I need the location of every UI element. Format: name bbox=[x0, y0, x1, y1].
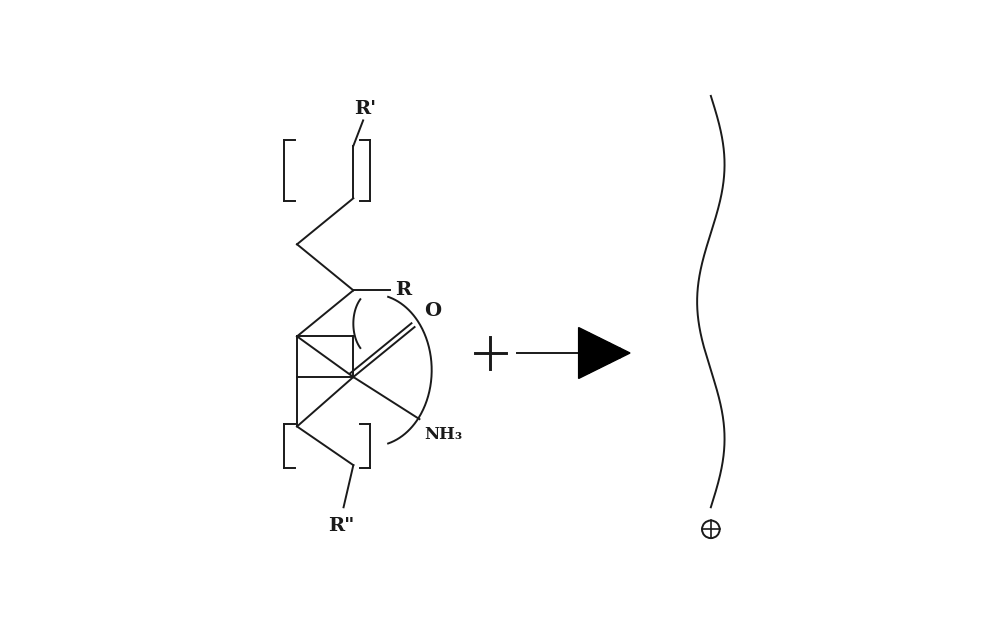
Polygon shape bbox=[579, 328, 589, 378]
Polygon shape bbox=[599, 338, 609, 368]
Text: R: R bbox=[395, 281, 411, 300]
Polygon shape bbox=[609, 343, 620, 363]
Text: NH₃: NH₃ bbox=[424, 427, 462, 443]
Text: R": R" bbox=[328, 517, 354, 535]
Text: O: O bbox=[424, 301, 441, 320]
Polygon shape bbox=[589, 333, 599, 373]
Polygon shape bbox=[620, 348, 630, 358]
Text: R': R' bbox=[355, 100, 377, 118]
